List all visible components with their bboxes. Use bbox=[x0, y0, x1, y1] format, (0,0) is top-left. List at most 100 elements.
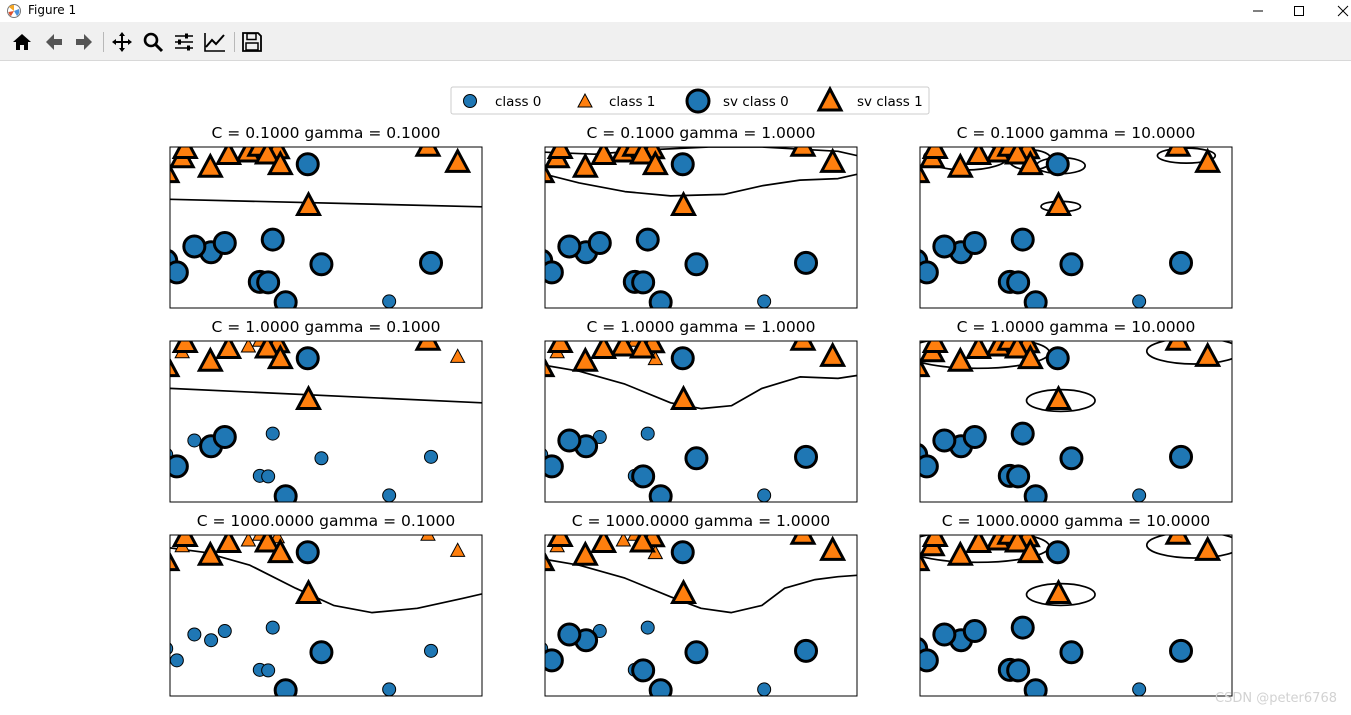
support-vector-class-0 bbox=[932, 428, 957, 453]
toolbar-separator bbox=[234, 32, 235, 52]
subplots-grid: C = 0.1000 gamma = 0.1000 C = 0.1000 gamm… bbox=[169, 124, 1233, 697]
support-vector-class-0 bbox=[273, 290, 298, 308]
support-vector-class-0 bbox=[631, 464, 656, 489]
support-vector-class-0 bbox=[557, 234, 582, 259]
subplot-7: C = 1000.0000 gamma = 0.1000 bbox=[169, 512, 483, 697]
point-class-1 bbox=[240, 341, 257, 353]
support-vector-class-1 bbox=[1044, 384, 1073, 410]
subplot-5: C = 1.0000 gamma = 1.0000 bbox=[544, 318, 858, 503]
support-vector-class-0 bbox=[295, 540, 320, 565]
support-vector-class-1 bbox=[571, 540, 599, 566]
support-vector-class-0 bbox=[256, 270, 281, 295]
support-vector-class-0 bbox=[1010, 227, 1035, 252]
support-vector-class-1 bbox=[294, 190, 323, 216]
axes-frame bbox=[169, 146, 483, 309]
support-vector-class-1 bbox=[1194, 147, 1222, 173]
support-vector-class-0 bbox=[1169, 444, 1194, 469]
support-vector-class-1 bbox=[1164, 535, 1192, 545]
support-vector-class-1 bbox=[920, 551, 931, 572]
pan-icon bbox=[112, 32, 132, 52]
plot-area bbox=[545, 341, 857, 502]
support-vector-class-1 bbox=[545, 357, 556, 378]
support-vector-class-1 bbox=[628, 147, 656, 165]
support-vector-class-0 bbox=[1006, 658, 1031, 683]
legend: class 0 class 1 sv class 0 sv class 1 bbox=[450, 85, 930, 115]
edit-axes-button[interactable] bbox=[203, 30, 227, 54]
support-vector-class-1 bbox=[965, 147, 993, 166]
subplot-title: C = 1.0000 gamma = 0.1000 bbox=[212, 318, 441, 336]
back-icon bbox=[46, 34, 62, 50]
legend-label: sv class 0 bbox=[723, 94, 789, 110]
support-vector-class-0 bbox=[1059, 252, 1084, 277]
support-vector-class-0 bbox=[1023, 290, 1048, 308]
configure-subplots-button[interactable] bbox=[172, 30, 196, 54]
navigation-toolbar bbox=[0, 22, 1351, 61]
support-vector-class-1 bbox=[545, 551, 556, 572]
point-class-0 bbox=[261, 663, 276, 678]
toolbar-separator bbox=[103, 32, 104, 52]
support-vector-class-1 bbox=[590, 535, 618, 554]
back-button[interactable] bbox=[42, 30, 66, 54]
support-vector-class-1 bbox=[170, 551, 181, 572]
support-vector-class-1 bbox=[196, 540, 224, 566]
support-vector-class-0 bbox=[1045, 152, 1070, 177]
support-vector-class-1 bbox=[669, 190, 698, 216]
support-vector-class-1 bbox=[590, 341, 618, 360]
support-vector-class-0 bbox=[932, 622, 957, 647]
support-vector-class-0 bbox=[545, 454, 564, 479]
support-vector-class-0 bbox=[212, 425, 237, 450]
support-vector-class-0 bbox=[309, 640, 334, 665]
home-button[interactable] bbox=[10, 30, 34, 54]
save-button[interactable] bbox=[240, 30, 264, 54]
point-class-0 bbox=[170, 642, 174, 655]
figure-canvas: class 0 class 1 sv class 0 sv class 1 C = 0… bbox=[169, 85, 1233, 697]
decision-boundary bbox=[1145, 535, 1232, 559]
support-vector-class-1 bbox=[965, 341, 993, 360]
close-button[interactable] bbox=[1320, 0, 1351, 22]
subplot-2: C = 0.1000 gamma = 1.0000 bbox=[544, 124, 858, 309]
plot-area bbox=[545, 147, 857, 308]
point-class-0 bbox=[424, 449, 439, 464]
window-title: Figure 1 bbox=[28, 3, 77, 17]
point-class-0 bbox=[382, 294, 397, 308]
zoom-button[interactable] bbox=[141, 30, 165, 54]
edit-axes-icon bbox=[204, 33, 225, 52]
support-vector-class-0 bbox=[1006, 464, 1031, 489]
axes-frame bbox=[544, 146, 858, 309]
support-vector-class-1 bbox=[789, 147, 817, 157]
minimize-button[interactable] bbox=[1235, 0, 1281, 22]
support-vector-class-0 bbox=[962, 619, 987, 644]
point-class-1 bbox=[615, 535, 632, 547]
support-vector-class-0 bbox=[670, 346, 695, 371]
support-vector-class-0 bbox=[273, 484, 298, 502]
axes-frame bbox=[919, 146, 1233, 309]
support-vector-class-1 bbox=[266, 343, 294, 370]
decision-boundary bbox=[545, 173, 857, 197]
point-class-0 bbox=[1132, 682, 1147, 696]
maximize-icon bbox=[1294, 6, 1304, 16]
support-vector-class-0 bbox=[295, 346, 320, 371]
support-vector-class-0 bbox=[170, 454, 189, 479]
support-vector-class-1 bbox=[669, 384, 698, 410]
maximize-button[interactable] bbox=[1276, 0, 1322, 22]
axes-background bbox=[920, 147, 1232, 308]
forward-button[interactable] bbox=[72, 30, 96, 54]
point-class-0 bbox=[757, 488, 772, 502]
support-vector-class-1 bbox=[266, 149, 294, 176]
point-class-0 bbox=[261, 469, 276, 484]
support-vector-class-1 bbox=[170, 357, 181, 378]
legend-marker-class-1 bbox=[577, 92, 593, 108]
support-vector-class-1 bbox=[789, 341, 817, 351]
point-class-0 bbox=[382, 682, 397, 696]
support-vector-class-0 bbox=[419, 250, 444, 275]
point-class-1 bbox=[449, 542, 466, 557]
support-vector-class-0 bbox=[1059, 446, 1084, 471]
support-vector-class-1 bbox=[444, 147, 472, 173]
support-vector-class-1 bbox=[946, 540, 974, 566]
support-vector-class-0 bbox=[182, 234, 207, 259]
pan-button[interactable] bbox=[110, 30, 134, 54]
zoom-icon bbox=[143, 32, 164, 53]
close-icon bbox=[1337, 5, 1349, 17]
support-vector-class-0 bbox=[1169, 250, 1194, 275]
point-class-0 bbox=[170, 653, 184, 668]
